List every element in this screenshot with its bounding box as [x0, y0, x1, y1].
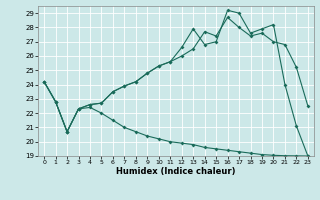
X-axis label: Humidex (Indice chaleur): Humidex (Indice chaleur): [116, 167, 236, 176]
